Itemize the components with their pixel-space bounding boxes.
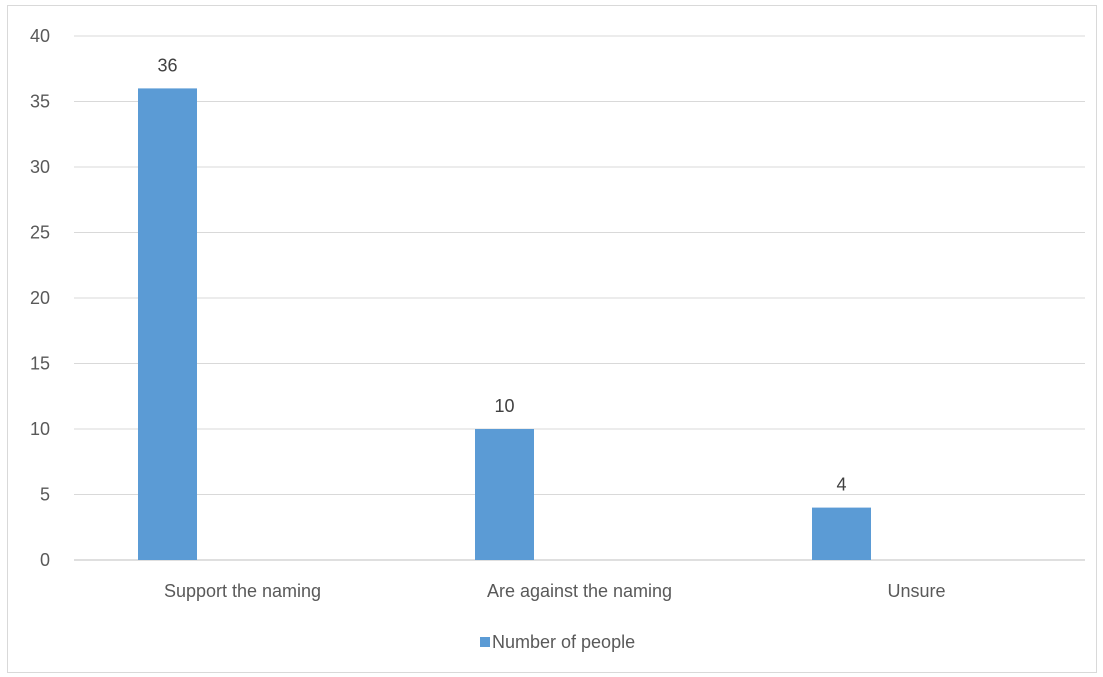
x-tick-label: Unsure (887, 581, 945, 601)
gridlines (74, 35, 1085, 561)
y-tick-label: 15 (30, 354, 50, 374)
bar (138, 88, 197, 561)
legend-label: Number of people (492, 632, 635, 652)
y-tick-label: 10 (30, 419, 50, 439)
x-tick-label: Are against the naming (487, 581, 672, 601)
data-labels: 36 10 4 (157, 55, 846, 494)
y-tick-label: 25 (30, 223, 50, 243)
legend: Number of people (480, 632, 635, 652)
data-label: 36 (157, 55, 177, 75)
x-tick-label: Support the naming (164, 581, 321, 601)
y-tick-label: 5 (40, 485, 50, 505)
y-tick-label: 30 (30, 157, 50, 177)
x-axis-tick-labels: Support the naming Are against the naming… (164, 581, 946, 601)
y-tick-label: 0 (40, 550, 50, 570)
y-tick-label: 35 (30, 92, 50, 112)
y-tick-label: 20 (30, 288, 50, 308)
y-axis-tick-labels: 0 5 10 15 20 25 30 35 40 (30, 26, 50, 570)
bar (812, 507, 871, 560)
bars (138, 88, 871, 561)
data-label: 10 (494, 396, 514, 416)
y-tick-label: 40 (30, 26, 50, 46)
legend-swatch (480, 637, 490, 647)
bar (475, 429, 534, 560)
data-label: 4 (836, 475, 846, 495)
